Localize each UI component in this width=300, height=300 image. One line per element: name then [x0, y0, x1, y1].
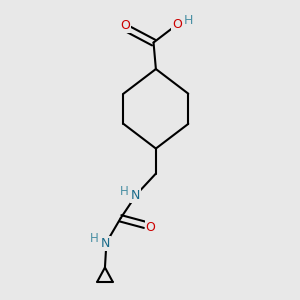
- Text: N: N: [130, 189, 140, 202]
- Text: H: H: [120, 185, 129, 198]
- Text: N: N: [100, 237, 110, 250]
- Text: O: O: [120, 19, 130, 32]
- Text: H: H: [90, 232, 98, 245]
- Text: O: O: [172, 18, 182, 31]
- Text: O: O: [146, 221, 155, 234]
- Text: H: H: [184, 14, 194, 27]
